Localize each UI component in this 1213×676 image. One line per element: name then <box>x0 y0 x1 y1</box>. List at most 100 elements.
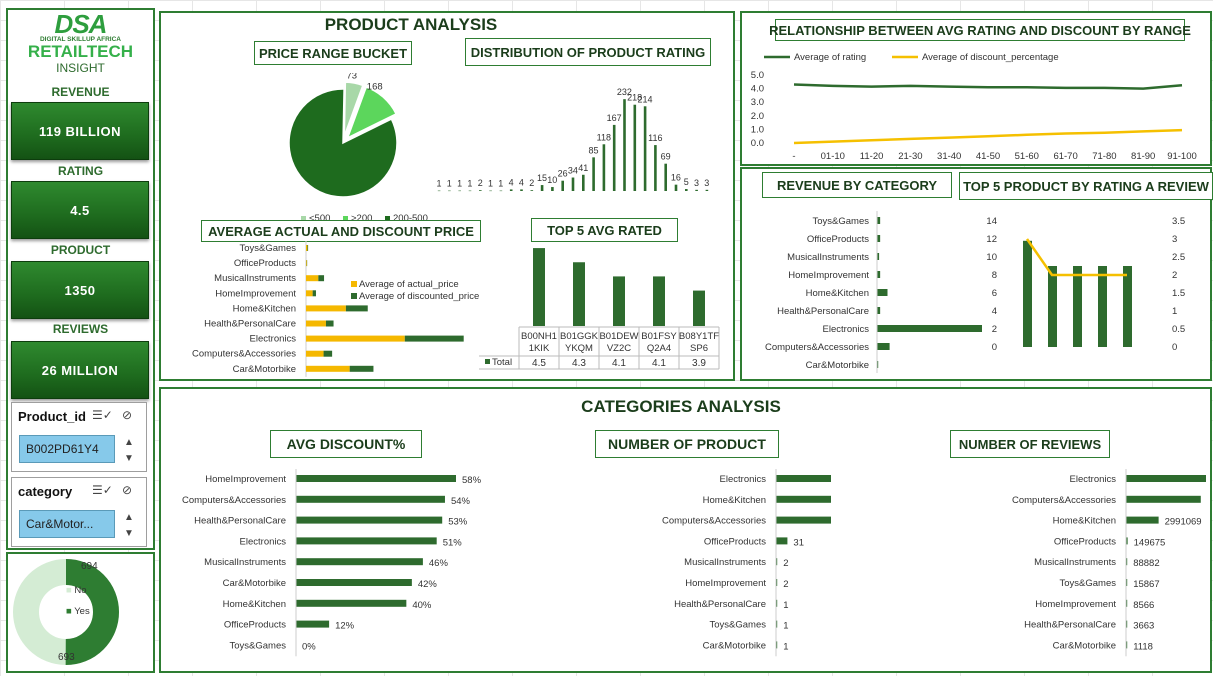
scroll-down-icon[interactable]: ▼ <box>124 528 134 539</box>
rating-bar <box>674 184 678 191</box>
product-id-label: VZ2C <box>607 343 631 354</box>
discount-price-bar <box>404 335 464 342</box>
product-id-label: B01DEW <box>599 331 638 342</box>
discount-line <box>793 128 1183 145</box>
rating-bar <box>643 106 647 191</box>
category-label: Toys&Games <box>1060 578 1117 589</box>
legend-swatch <box>485 359 490 364</box>
revenue-bar <box>877 343 890 350</box>
y-tick-label: 2.0 <box>751 111 764 122</box>
y-tick-left: 8 <box>992 270 997 281</box>
top5-bar <box>613 276 625 326</box>
multi-select-icon[interactable]: ☰✓ <box>92 483 113 497</box>
category-label: MusicalInstruments <box>1034 557 1116 568</box>
rating-bar <box>499 190 503 192</box>
multi-select-icon[interactable]: ☰✓ <box>92 408 113 422</box>
scroll-up-icon[interactable]: ▲ <box>124 512 134 523</box>
value-label: 2 <box>783 558 788 569</box>
rating-bar-label: 1 <box>467 179 472 189</box>
top5-review-bar <box>1098 266 1107 347</box>
product-count-bar <box>776 579 778 586</box>
discount-bar <box>296 495 445 503</box>
value-label: 3.9 <box>692 358 706 369</box>
y-tick-left: 6 <box>992 288 997 299</box>
review-count-bar <box>1126 579 1128 586</box>
category-label: Electronics <box>720 474 767 485</box>
avg-discount-title: AVG DISCOUNT% <box>270 430 422 458</box>
rating-bar-label: 2 <box>529 178 534 188</box>
category-slicer[interactable]: category ☰✓ ⊘ Car&Motor... ▲ ▼ <box>11 477 147 547</box>
actual-price-bar <box>306 245 308 251</box>
value-label: 1118 <box>1133 641 1153 652</box>
revenue-bar <box>877 217 881 224</box>
category-label: MusicalInstruments <box>204 557 286 568</box>
actual-price-bar <box>306 365 350 372</box>
scroll-up-icon[interactable]: ▲ <box>124 437 134 448</box>
discount-bar <box>296 558 423 566</box>
product-id-label: B08Y1TF <box>679 331 719 342</box>
product-id-slicer[interactable]: Product_id ☰✓ ⊘ B002PD61Y4 ▲ ▼ <box>11 402 147 472</box>
top5-avg-rated-title: TOP 5 AVG RATED <box>531 218 678 242</box>
legend-swatch-yes: ■ <box>66 606 72 617</box>
rating-label: RATING <box>57 164 104 178</box>
discount-price-bar <box>312 290 316 297</box>
legend-swatch <box>351 293 357 299</box>
y-tick-left: 2 <box>992 324 997 335</box>
pie-legend-swatch <box>301 216 306 221</box>
rating-bar-label: 10 <box>547 175 557 185</box>
rating-bar-label: 3 <box>694 178 699 188</box>
rating-bar-label: 16 <box>671 173 681 183</box>
product-count-bar <box>776 558 778 566</box>
discount-price-bar <box>325 320 334 327</box>
top5-review-bar <box>1023 240 1032 347</box>
discount-price-bar <box>323 350 333 357</box>
value-label: 12% <box>335 621 355 632</box>
rating-bar-label: 2 <box>478 178 483 188</box>
y-tick-right: 2 <box>1172 270 1177 281</box>
revenue-bar <box>877 361 879 368</box>
discount-bar <box>296 579 412 586</box>
slicer-item-selected[interactable]: Car&Motor... <box>19 510 115 538</box>
category-label: OfficeProducts <box>1054 536 1116 547</box>
scroll-down-icon[interactable]: ▼ <box>124 453 134 464</box>
actual-price-bar <box>306 290 313 297</box>
pie-slice <box>343 81 364 137</box>
revenue-bar <box>877 289 888 296</box>
pie-data-label: 168 <box>367 82 383 93</box>
category-label: Toys&Games <box>240 243 297 254</box>
rating-bar <box>530 190 534 191</box>
reviews-kpi-card: 26 MILLION <box>11 341 149 399</box>
actual-price-bar <box>306 275 319 282</box>
rating-bar <box>592 157 595 191</box>
category-label: Computers&Accessories <box>662 516 766 527</box>
revenue-bar <box>877 325 982 332</box>
y-tick-right: 0 <box>1172 342 1177 353</box>
clear-filter-icon[interactable]: ⊘ <box>122 483 133 497</box>
value-label: 88882 <box>1133 558 1159 569</box>
category-label: Car&Motorbike <box>223 578 286 589</box>
slicer-item-selected[interactable]: B002PD61Y4 <box>19 435 115 463</box>
rating-bar <box>489 190 492 192</box>
rating-bar <box>705 189 709 191</box>
category-label: OfficeProducts <box>224 620 286 631</box>
category-label: Computers&Accessories <box>182 495 286 506</box>
brand-logo: DSA DIGITAL SKILLUP AFRICA RETAILTECH IN… <box>8 11 153 75</box>
category-label: Car&Motorbike <box>233 364 296 375</box>
discount-bar <box>296 516 443 524</box>
review-count-bar <box>1126 558 1128 566</box>
rating-bar <box>664 163 667 191</box>
rating-distribution-title: DISTRIBUTION OF PRODUCT RATING <box>465 38 711 66</box>
review-count-bar <box>1126 495 1201 503</box>
category-label: Computers&Accessories <box>1012 495 1116 506</box>
discount-price-bar <box>345 305 368 312</box>
revenue-category-panel: REVENUE BY CATEGORY TOP 5 PRODUCT BY RAT… <box>740 167 1213 381</box>
revenue-by-category-chart: Toys&Games OfficeProducts MusicalInstrumen… <box>765 211 982 373</box>
logo-subtext: DIGITAL SKILLUP AFRICA <box>39 36 121 43</box>
value-label: 0% <box>302 641 316 652</box>
category-label: MusicalInstruments <box>214 273 296 284</box>
clear-filter-icon[interactable]: ⊘ <box>122 408 133 422</box>
y-tick-right: 2.5 <box>1172 252 1185 263</box>
discount-bar <box>296 620 330 628</box>
categories-analysis-panel: CATEGORIES ANALYSIS AVG DISCOUNT% NUMBER… <box>159 387 1212 673</box>
